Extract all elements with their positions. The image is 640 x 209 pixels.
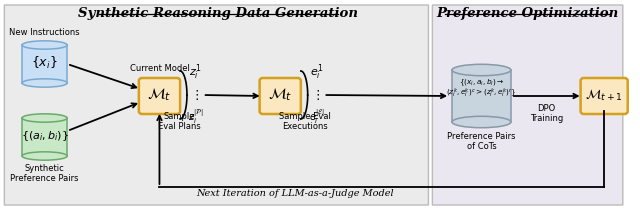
Text: $\vdots$: $\vdots$ <box>310 88 319 102</box>
Bar <box>22 45 67 83</box>
Ellipse shape <box>452 116 511 128</box>
Ellipse shape <box>22 114 67 122</box>
Text: Sample Eval
Executions: Sample Eval Executions <box>279 112 331 131</box>
Text: $z_i^1$: $z_i^1$ <box>189 62 202 82</box>
FancyBboxPatch shape <box>139 78 180 114</box>
Text: Synthetic
Preference Pairs: Synthetic Preference Pairs <box>10 164 79 184</box>
FancyBboxPatch shape <box>4 5 428 205</box>
Ellipse shape <box>452 64 511 76</box>
Text: $\vdots$: $\vdots$ <box>190 88 199 102</box>
Ellipse shape <box>22 79 67 87</box>
FancyBboxPatch shape <box>433 5 623 205</box>
Text: Preference Pairs
of CoTs: Preference Pairs of CoTs <box>447 132 516 151</box>
Ellipse shape <box>22 41 67 49</box>
Text: $\{x_i\}$: $\{x_i\}$ <box>31 55 58 71</box>
Bar <box>22 118 67 156</box>
Text: $\{(x_i, a_i, b_i) \rightarrow$: $\{(x_i, a_i, b_i) \rightarrow$ <box>459 78 504 88</box>
Text: $\{(a_i, b_i)\}$: $\{(a_i, b_i)\}$ <box>20 129 68 143</box>
Text: $z_i^{|\mathcal{P}|}$: $z_i^{|\mathcal{P}|}$ <box>188 108 204 126</box>
Text: DPO
Training: DPO Training <box>530 104 563 123</box>
FancyBboxPatch shape <box>580 78 628 114</box>
Text: $\mathcal{M}_t$: $\mathcal{M}_t$ <box>147 87 172 103</box>
Bar <box>452 70 511 122</box>
FancyBboxPatch shape <box>260 78 301 114</box>
Text: $e_i^1$: $e_i^1$ <box>310 62 323 82</box>
Text: $\mathcal{M}_{t+1}$: $\mathcal{M}_{t+1}$ <box>586 87 623 103</box>
Text: $(z_i^k, e_i^k)^c > (z_i^k, e_i^k)^r\}$: $(z_i^k, e_i^k)^c > (z_i^k, e_i^k)^r\}$ <box>446 86 516 100</box>
Text: Preference Optimization: Preference Optimization <box>436 7 619 20</box>
Text: $e_i^{|\mathcal{E}|}$: $e_i^{|\mathcal{E}|}$ <box>308 108 324 126</box>
Text: Sample
Eval Plans: Sample Eval Plans <box>157 112 200 131</box>
Text: Next Iteration of LLM-as-a-Judge Model: Next Iteration of LLM-as-a-Judge Model <box>196 189 394 198</box>
Text: New Instructions: New Instructions <box>10 28 80 37</box>
Ellipse shape <box>22 152 67 160</box>
Text: Current Model: Current Model <box>129 64 189 73</box>
Text: Synthetic Reasoning Data Generation: Synthetic Reasoning Data Generation <box>78 7 358 20</box>
Text: $\mathcal{M}_t$: $\mathcal{M}_t$ <box>268 87 292 103</box>
